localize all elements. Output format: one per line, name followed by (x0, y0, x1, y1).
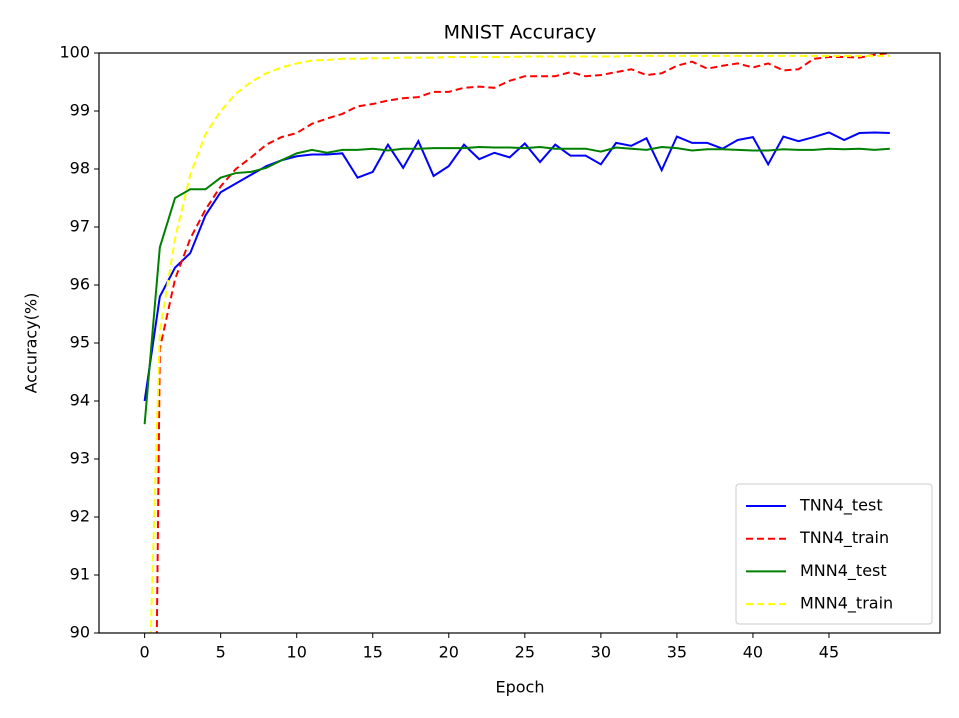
y-tick-label: 92 (70, 507, 90, 526)
y-tick-label: 99 (70, 101, 90, 120)
legend-label: MNN4_test (800, 561, 887, 581)
legend-label: MNN4_train (800, 594, 893, 614)
series-line (143, 131, 890, 402)
y-tick-label: 96 (70, 275, 90, 294)
x-tick-label: 40 (743, 643, 763, 662)
y-tick-label: 93 (70, 449, 90, 468)
y-axis-label: Accuracy(%) (22, 293, 41, 394)
y-tick-label: 100 (59, 43, 90, 62)
x-tick-label: 20 (439, 643, 459, 662)
x-tick-label: 10 (287, 643, 307, 662)
x-tick-label: 45 (819, 643, 839, 662)
legend-box (735, 483, 933, 625)
series-line (149, 54, 890, 633)
legend-label: TNN4_test (799, 496, 883, 516)
series-line (143, 145, 890, 425)
y-tick-label: 98 (70, 159, 90, 178)
x-tick-label: 15 (363, 643, 383, 662)
y-tick-label: 91 (70, 565, 90, 584)
x-tick-label: 25 (515, 643, 535, 662)
y-tick-label: 94 (70, 391, 90, 410)
x-tick-label: 0 (140, 643, 150, 662)
y-tick-label: 95 (70, 333, 90, 352)
y-tick-label: 97 (70, 217, 90, 236)
y-tick-label: 90 (70, 623, 90, 642)
series-line (155, 53, 890, 633)
x-tick-label: 35 (667, 643, 687, 662)
chart-title: MNIST Accuracy (444, 22, 597, 44)
x-axis-label: Epoch (496, 678, 545, 697)
plot-lines (143, 53, 890, 633)
x-tick-label: 30 (591, 643, 611, 662)
legend-label: TNN4_train (799, 528, 889, 548)
x-tick-label: 5 (216, 643, 226, 662)
